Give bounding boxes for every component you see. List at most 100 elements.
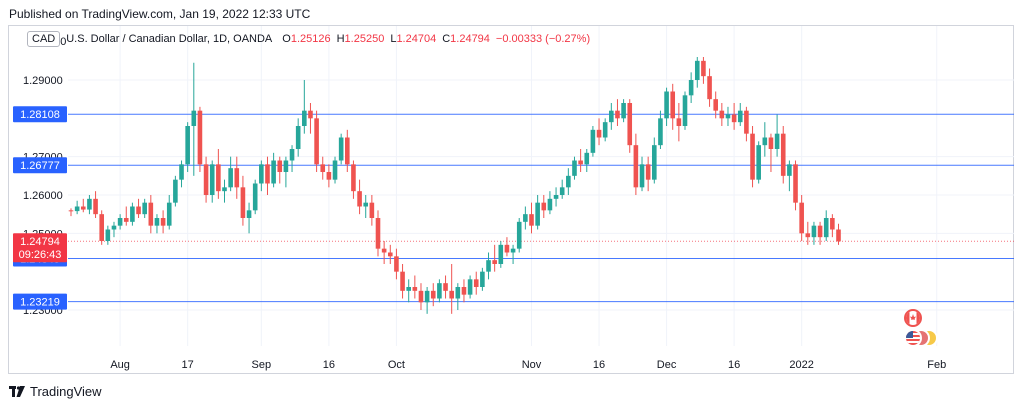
candle-body bbox=[572, 160, 577, 176]
candle-body bbox=[805, 233, 811, 238]
candle-body bbox=[130, 206, 135, 222]
symbol-title: U.S. Dollar / Canadian Dollar, 1D, OANDA bbox=[66, 33, 273, 45]
level-label: 1.23219 bbox=[20, 297, 60, 309]
candle-body bbox=[596, 129, 602, 138]
candle-body bbox=[234, 168, 240, 188]
symbol-legend: CAD U.S. Dollar / Canadian Dollar, 1D, O… bbox=[27, 31, 590, 47]
candle-body bbox=[424, 290, 430, 303]
candle-body bbox=[400, 271, 405, 291]
candle-body bbox=[191, 110, 197, 126]
low-value: 1.24704 bbox=[396, 33, 437, 45]
candle-body bbox=[541, 202, 547, 211]
x-tick-label: 16 bbox=[593, 359, 605, 371]
candle-body bbox=[320, 164, 326, 172]
candle-body bbox=[80, 206, 86, 210]
candle-body bbox=[504, 244, 510, 253]
x-tick-label: Nov bbox=[522, 359, 542, 371]
candle-body bbox=[737, 110, 743, 123]
candle-body bbox=[553, 195, 559, 199]
candle-body bbox=[787, 164, 792, 176]
level-label: 1.26777 bbox=[20, 160, 60, 172]
candle-body bbox=[283, 160, 289, 172]
candle-body bbox=[621, 103, 626, 119]
candle-body bbox=[265, 164, 270, 184]
current-price-label: 1.24794 bbox=[20, 236, 60, 248]
candle-body bbox=[762, 137, 768, 146]
high-label: H bbox=[336, 33, 345, 45]
x-tick-label: 16 bbox=[728, 359, 740, 371]
candle-body bbox=[523, 214, 528, 222]
candle-body bbox=[277, 160, 283, 172]
candle-body bbox=[707, 76, 712, 100]
candle-body bbox=[412, 287, 418, 291]
candle-body bbox=[394, 256, 399, 272]
candle-body bbox=[99, 214, 104, 241]
published-note: Published on TradingView.com, Jan 19, 20… bbox=[9, 7, 311, 21]
candle-body bbox=[535, 202, 540, 226]
candle-body bbox=[117, 218, 123, 226]
candle-body bbox=[437, 283, 442, 299]
y-tick-label: 1.29000 bbox=[23, 75, 63, 87]
open-label: O bbox=[282, 33, 291, 45]
canada-flag-icon[interactable] bbox=[904, 309, 922, 327]
candle-body bbox=[799, 202, 804, 234]
candle-body bbox=[216, 164, 221, 192]
currency-badge[interactable]: CAD bbox=[27, 31, 61, 47]
candle-body bbox=[302, 110, 307, 126]
candle-body bbox=[295, 126, 301, 149]
candle-body bbox=[590, 129, 596, 153]
candle-body bbox=[111, 225, 117, 230]
us-flag-icon[interactable] bbox=[904, 329, 922, 347]
candle-body bbox=[179, 164, 184, 180]
candle-body bbox=[418, 290, 424, 303]
candle-body bbox=[166, 202, 172, 226]
candle-body bbox=[633, 145, 639, 188]
candle-body bbox=[345, 137, 350, 165]
candle-body bbox=[688, 80, 694, 96]
level-label: 1.28108 bbox=[20, 109, 60, 121]
close-value: 1.24794 bbox=[450, 33, 490, 45]
candle-body bbox=[492, 260, 497, 264]
candle-body bbox=[516, 221, 522, 249]
candle-body bbox=[602, 122, 608, 138]
candle-body bbox=[68, 210, 74, 212]
candle-body bbox=[750, 133, 755, 180]
candle-body bbox=[87, 198, 92, 210]
candle-body bbox=[609, 110, 614, 123]
grid-layer bbox=[68, 26, 1014, 346]
x-tick-label: 2022 bbox=[789, 359, 813, 371]
candle-body bbox=[627, 103, 633, 146]
candle-body bbox=[768, 137, 774, 149]
candle-body bbox=[387, 252, 393, 257]
candle-body bbox=[148, 202, 154, 226]
candle-body bbox=[197, 110, 203, 165]
candles-layer bbox=[68, 57, 841, 314]
candle-body bbox=[480, 271, 485, 287]
candle-body bbox=[123, 218, 129, 222]
high-value: 1.25250 bbox=[344, 33, 385, 45]
candle-body bbox=[252, 183, 258, 211]
close-label: C bbox=[442, 33, 451, 45]
candle-body bbox=[332, 160, 338, 180]
candle-body bbox=[547, 198, 553, 211]
candle-body bbox=[455, 287, 461, 299]
candle-body bbox=[645, 164, 651, 180]
candle-body bbox=[160, 218, 166, 226]
change-value: −0.00333 (−0.27%) bbox=[495, 33, 591, 45]
candle-body bbox=[449, 290, 454, 299]
x-tick-label: Oct bbox=[388, 359, 405, 371]
candle-body bbox=[836, 229, 841, 242]
candle-body bbox=[222, 187, 227, 192]
candle-body bbox=[615, 110, 620, 119]
current-price-label-bg bbox=[13, 233, 67, 263]
footer-brand[interactable]: TradingView bbox=[9, 384, 102, 399]
candle-body bbox=[289, 149, 295, 161]
candle-body bbox=[259, 164, 264, 184]
x-tick-label: 17 bbox=[182, 359, 194, 371]
candle-body bbox=[578, 160, 583, 165]
candle-body bbox=[246, 210, 252, 218]
brand-name: TradingView bbox=[30, 384, 102, 399]
candle-body bbox=[498, 244, 504, 264]
